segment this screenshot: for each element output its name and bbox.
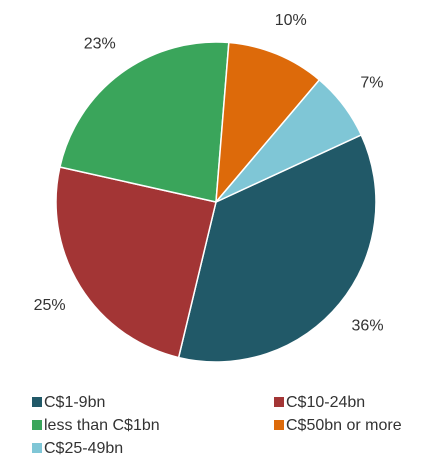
data-label: 10% bbox=[275, 12, 307, 29]
legend-label: C$25-49bn bbox=[44, 440, 123, 457]
legend-swatch bbox=[32, 397, 42, 407]
legend-swatch bbox=[274, 397, 284, 407]
legend-label: C$10-24bn bbox=[286, 394, 365, 411]
pie-slice bbox=[215, 78, 363, 203]
legend-label: less than C$1bn bbox=[44, 417, 160, 434]
legend-swatch bbox=[32, 443, 42, 453]
data-label: 25% bbox=[34, 297, 66, 314]
legend-label: C$1-9bn bbox=[44, 394, 105, 411]
data-label: 7% bbox=[360, 75, 383, 92]
pie-slice bbox=[58, 41, 230, 203]
legend-label: C$50bn or more bbox=[286, 417, 402, 434]
pie-slice bbox=[55, 166, 217, 359]
pie-slice bbox=[177, 133, 377, 363]
legend-swatch bbox=[274, 420, 284, 430]
pie-slice bbox=[215, 41, 321, 205]
legend-swatch bbox=[32, 420, 42, 430]
data-label: 36% bbox=[352, 318, 384, 335]
data-label: 23% bbox=[84, 35, 116, 52]
